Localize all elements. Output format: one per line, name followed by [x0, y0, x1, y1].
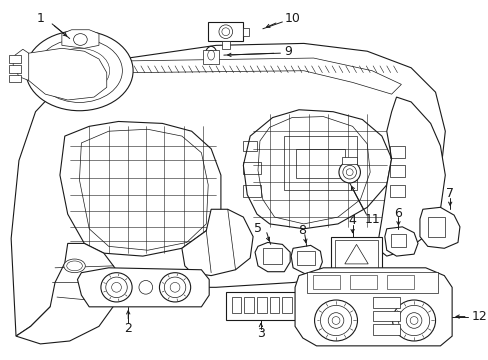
Text: 11: 11: [364, 212, 379, 225]
Polygon shape: [23, 48, 106, 100]
Bar: [208, 22, 243, 41]
Bar: [225, 292, 295, 320]
Bar: [222, 41, 229, 49]
Bar: [9, 75, 21, 82]
Polygon shape: [384, 227, 417, 256]
Bar: [243, 28, 249, 36]
Ellipse shape: [338, 162, 360, 183]
Polygon shape: [255, 242, 289, 272]
Ellipse shape: [139, 280, 152, 294]
Bar: [372, 324, 400, 335]
Bar: [296, 251, 314, 265]
Bar: [243, 162, 261, 174]
Polygon shape: [74, 58, 401, 94]
Text: 12: 12: [471, 310, 487, 323]
Polygon shape: [11, 44, 445, 336]
Text: 6: 6: [394, 207, 402, 220]
Ellipse shape: [392, 300, 435, 341]
Polygon shape: [62, 30, 99, 48]
Bar: [244, 297, 254, 313]
Bar: [349, 275, 376, 289]
Bar: [243, 185, 261, 197]
Bar: [341, 157, 357, 165]
Text: 10: 10: [284, 12, 300, 24]
Ellipse shape: [314, 300, 357, 341]
Text: 9: 9: [284, 45, 292, 58]
Polygon shape: [60, 121, 221, 256]
Bar: [9, 55, 21, 63]
Bar: [284, 136, 357, 190]
Text: 5: 5: [253, 222, 262, 235]
Ellipse shape: [219, 25, 232, 39]
Polygon shape: [13, 49, 29, 81]
Bar: [386, 275, 413, 289]
Bar: [282, 297, 291, 313]
Ellipse shape: [73, 33, 87, 45]
Polygon shape: [243, 110, 391, 229]
Bar: [372, 311, 400, 321]
Text: 4: 4: [348, 215, 356, 228]
Ellipse shape: [159, 273, 190, 302]
Bar: [231, 297, 241, 313]
Text: 2: 2: [124, 322, 132, 335]
Polygon shape: [77, 268, 209, 307]
Ellipse shape: [101, 273, 132, 302]
Bar: [330, 237, 381, 274]
Ellipse shape: [64, 259, 85, 273]
Bar: [263, 248, 282, 264]
Bar: [9, 65, 21, 73]
Text: 7: 7: [445, 187, 453, 200]
Bar: [203, 50, 219, 64]
Bar: [372, 297, 400, 308]
Text: 1: 1: [37, 12, 44, 24]
Text: 8: 8: [297, 224, 305, 237]
Polygon shape: [182, 209, 253, 276]
Polygon shape: [16, 243, 118, 344]
Bar: [427, 217, 445, 237]
Bar: [306, 272, 438, 293]
Bar: [389, 165, 405, 177]
Bar: [257, 297, 266, 313]
Bar: [389, 185, 405, 197]
Bar: [390, 234, 406, 247]
Bar: [243, 141, 257, 151]
Polygon shape: [376, 97, 445, 256]
Polygon shape: [290, 246, 322, 274]
Bar: [312, 275, 339, 289]
Polygon shape: [294, 268, 451, 346]
Ellipse shape: [26, 31, 133, 111]
Bar: [389, 146, 405, 158]
Ellipse shape: [205, 46, 217, 64]
Polygon shape: [419, 207, 459, 248]
Bar: [269, 297, 279, 313]
Bar: [334, 240, 377, 270]
Text: 3: 3: [257, 327, 264, 340]
Bar: [295, 149, 344, 178]
